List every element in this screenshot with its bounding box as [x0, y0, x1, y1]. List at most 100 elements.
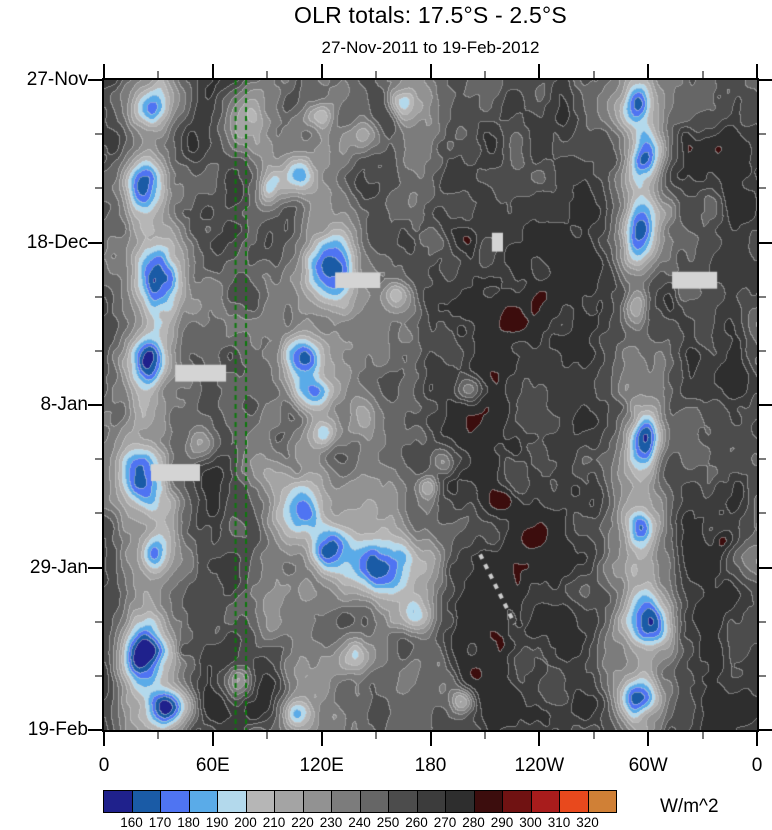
- colorbar-box: [388, 790, 418, 813]
- y-tick-left: [95, 621, 102, 623]
- y-tick-left: [95, 458, 102, 460]
- y-tick-right: [759, 79, 772, 81]
- x-tick-bottom: [430, 732, 432, 746]
- x-tick-bottom: [375, 732, 377, 739]
- x-tick-label: 180: [414, 755, 447, 776]
- x-tick-bottom: [266, 732, 268, 739]
- x-tick-bottom: [157, 732, 159, 739]
- colorbar-tick-label: 160: [120, 815, 143, 830]
- x-tick-top: [538, 64, 540, 78]
- y-tick-right: [759, 296, 766, 298]
- x-tick-label: 0: [751, 755, 763, 776]
- colorbar-tick-label: 310: [547, 815, 571, 830]
- y-tick-label: 8-Jan: [40, 394, 88, 415]
- y-tick-right: [759, 458, 766, 460]
- colorbar-box: [160, 790, 190, 813]
- chart-subtitle: 27-Nov-2011 to 19-Feb-2012: [321, 38, 540, 57]
- colorbar-box: [530, 790, 560, 813]
- x-tick-top: [430, 64, 432, 78]
- colorbar-tick-label: 270: [433, 815, 457, 830]
- x-tick-top: [157, 71, 159, 78]
- colorbar-tick-label: 230: [319, 815, 343, 830]
- x-tick-top: [484, 71, 486, 78]
- colorbar-box: [559, 790, 589, 813]
- y-tick-right: [759, 512, 766, 514]
- colorbar-box: [217, 790, 247, 813]
- colorbar-tick-label: 300: [519, 815, 542, 830]
- plot-frame: [102, 78, 759, 732]
- colorbar-tick-label: 240: [348, 815, 371, 830]
- y-tick-right: [759, 675, 766, 677]
- x-tick-bottom: [484, 732, 486, 739]
- colorbar-box: [416, 790, 446, 813]
- x-tick-top: [702, 71, 704, 78]
- x-tick-top: [375, 71, 377, 78]
- colorbar-tick-label: 190: [205, 815, 229, 830]
- colorbar-tick-label: 250: [376, 815, 400, 830]
- colorbar-box: [445, 790, 475, 813]
- colorbar-tick-label: 210: [262, 815, 286, 830]
- colorbar-tick-label: 290: [490, 815, 514, 830]
- x-tick-bottom: [647, 732, 649, 746]
- y-tick-right: [759, 242, 772, 244]
- colorbar-tick-label: 180: [177, 815, 200, 830]
- y-tick-right: [759, 567, 772, 569]
- x-tick-label: 60W: [628, 755, 668, 776]
- colorbar-box: [302, 790, 332, 813]
- y-tick-label: 27-Nov: [26, 69, 88, 90]
- colorbar-box: [359, 790, 389, 813]
- colorbar-box: [587, 790, 617, 813]
- y-tick-right: [759, 133, 766, 135]
- x-tick-label: 60E: [195, 755, 230, 776]
- y-tick-right: [759, 187, 766, 189]
- x-tick-bottom: [103, 732, 105, 746]
- colorbar-box: [103, 790, 133, 813]
- chart-title: OLR totals: 17.5°S - 2.5°S: [294, 2, 567, 28]
- y-tick-left: [88, 404, 102, 406]
- y-tick-left: [88, 79, 102, 81]
- x-tick-top: [593, 71, 595, 78]
- colorbar-box: [274, 790, 304, 813]
- x-tick-label: 120E: [299, 755, 344, 776]
- y-tick-label: 18-Dec: [26, 231, 88, 253]
- x-tick-label: 0: [98, 755, 110, 776]
- colorbar-tick-label: 280: [462, 815, 485, 830]
- y-tick-left: [95, 133, 102, 135]
- x-tick-top: [756, 64, 758, 78]
- y-tick-left: [88, 729, 102, 731]
- x-tick-top: [212, 64, 214, 78]
- x-tick-top: [266, 71, 268, 78]
- colorbar-box: [331, 790, 361, 813]
- colorbar-tick-label: 220: [291, 815, 314, 830]
- x-tick-label: 120W: [514, 755, 565, 776]
- x-tick-bottom: [756, 732, 758, 746]
- x-tick-bottom: [538, 732, 540, 746]
- y-tick-left: [95, 675, 102, 677]
- x-tick-top: [103, 64, 105, 78]
- colorbar-tick-label: 170: [148, 815, 172, 830]
- x-tick-bottom: [321, 732, 323, 746]
- y-tick-left: [88, 242, 102, 244]
- y-tick-left: [95, 187, 102, 189]
- x-tick-bottom: [212, 732, 214, 746]
- x-tick-top: [647, 64, 649, 78]
- y-tick-right: [759, 350, 766, 352]
- y-tick-left: [95, 350, 102, 352]
- colorbar-tick-label: 200: [234, 815, 257, 830]
- y-tick-left: [88, 567, 102, 569]
- y-tick-label: 29-Jan: [29, 556, 88, 578]
- y-tick-right: [759, 621, 766, 623]
- contour-field-canvas: [104, 80, 757, 730]
- y-tick-right: [759, 729, 772, 731]
- colorbar-box: [188, 790, 218, 813]
- y-tick-left: [95, 296, 102, 298]
- colorbar-box: [473, 790, 503, 813]
- y-tick-right: [759, 404, 772, 406]
- y-tick-label: 19-Feb: [27, 719, 88, 740]
- colorbar-tick-label: 320: [576, 815, 599, 830]
- colorbar: [103, 790, 617, 813]
- colorbar-box: [131, 790, 161, 813]
- x-tick-top: [321, 64, 323, 78]
- x-tick-bottom: [593, 732, 595, 739]
- colorbar-tick-label: 260: [405, 815, 428, 830]
